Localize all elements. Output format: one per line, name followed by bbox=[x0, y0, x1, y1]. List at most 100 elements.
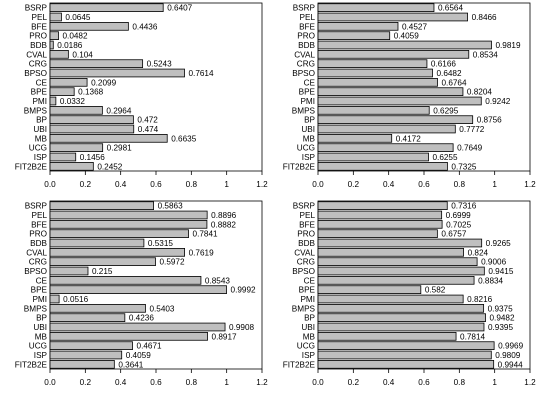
value-label: 0.8204 bbox=[467, 88, 492, 97]
category-label: BDB bbox=[298, 41, 315, 50]
value-label: 0.5863 bbox=[158, 202, 183, 211]
value-label: 0.5315 bbox=[148, 239, 173, 248]
category-label: BP bbox=[304, 116, 315, 125]
category-label: BFE bbox=[31, 220, 47, 229]
category-label: PEL bbox=[32, 13, 48, 22]
bar bbox=[49, 78, 88, 87]
category-label: CVAL bbox=[26, 248, 47, 257]
value-label: 0.6999 bbox=[446, 211, 471, 220]
category-label: BPSO bbox=[24, 267, 47, 276]
x-tick-label: 1.2 bbox=[524, 180, 536, 189]
bar bbox=[49, 313, 126, 322]
bar bbox=[317, 332, 457, 341]
bar bbox=[49, 294, 60, 304]
bar bbox=[317, 124, 456, 134]
category-label: CRG bbox=[297, 60, 315, 69]
bar bbox=[49, 31, 59, 40]
x-tick-label: 0.2 bbox=[348, 378, 360, 387]
value-label: 0.9242 bbox=[485, 97, 510, 106]
value-label: 0.9415 bbox=[488, 267, 513, 276]
category-label: UCG bbox=[29, 342, 47, 351]
value-label: 0.9969 bbox=[498, 342, 523, 351]
bar bbox=[49, 304, 146, 313]
x-tick-label: 0.8 bbox=[454, 378, 466, 387]
category-label: BP bbox=[36, 116, 47, 125]
category-label: PMI bbox=[300, 97, 315, 106]
category-label: CVAL bbox=[294, 248, 315, 257]
value-label: 0.8756 bbox=[477, 116, 502, 125]
category-label: ISP bbox=[302, 153, 316, 162]
category-label: ISP bbox=[34, 153, 48, 162]
x-tick-label: 0.8 bbox=[454, 180, 466, 189]
category-label: BFE bbox=[299, 22, 315, 31]
bar bbox=[49, 134, 168, 143]
bar bbox=[49, 59, 144, 68]
value-label: 0.9908 bbox=[229, 323, 254, 332]
bar bbox=[317, 87, 464, 96]
bar bbox=[49, 201, 154, 210]
value-label: 0.7814 bbox=[460, 332, 485, 341]
bar bbox=[317, 134, 393, 143]
value-label: 0.8896 bbox=[211, 211, 236, 220]
value-label: 0.4172 bbox=[396, 134, 421, 143]
chart-panel-top-left: BSRP 0.6407 PEL 0.0645 BFE 0.4436 PRO 0.0482 BDB… bbox=[15, 2, 268, 189]
category-label: CE bbox=[36, 78, 48, 87]
category-label: FIT2B2E bbox=[15, 162, 48, 171]
category-label: MB bbox=[303, 332, 316, 341]
value-label: 0.9395 bbox=[488, 323, 513, 332]
category-label: BPE bbox=[31, 286, 48, 295]
category-label: CVAL bbox=[294, 50, 315, 59]
bar bbox=[49, 106, 103, 115]
category-label: FIT2B2E bbox=[283, 162, 316, 171]
bar bbox=[317, 266, 485, 276]
value-label: 0.2452 bbox=[97, 162, 122, 171]
bar bbox=[49, 115, 134, 124]
bar bbox=[317, 276, 475, 285]
category-label: BDB bbox=[30, 239, 47, 248]
value-label: 0.8834 bbox=[478, 276, 503, 285]
value-label: 0.7316 bbox=[451, 202, 476, 211]
bar bbox=[317, 304, 485, 313]
category-label: UCG bbox=[29, 144, 47, 153]
bar bbox=[49, 124, 135, 134]
value-label: 0.824 bbox=[468, 248, 489, 257]
value-label: 0.4671 bbox=[137, 342, 162, 351]
category-label: MB bbox=[303, 134, 316, 143]
value-label: 0.7619 bbox=[189, 248, 214, 257]
category-label: CRG bbox=[297, 258, 315, 267]
x-tick-label: 1 bbox=[492, 180, 497, 189]
category-label: BFE bbox=[299, 220, 315, 229]
value-label: 0.6764 bbox=[441, 78, 466, 87]
bar bbox=[317, 257, 478, 266]
bar bbox=[49, 22, 129, 31]
value-label: 0.0645 bbox=[65, 13, 90, 22]
value-label: 0.4527 bbox=[402, 22, 427, 31]
category-label: UBI bbox=[301, 125, 315, 134]
category-label: PRO bbox=[297, 32, 315, 41]
value-label: 0.4059 bbox=[126, 351, 151, 360]
value-label: 0.3641 bbox=[118, 360, 143, 369]
bar bbox=[317, 78, 438, 87]
bar bbox=[317, 22, 399, 31]
value-label: 0.2964 bbox=[106, 106, 131, 115]
bar bbox=[49, 322, 226, 332]
bar bbox=[317, 285, 422, 294]
x-tick-label: 0.4 bbox=[115, 378, 127, 387]
x-tick-label: 0.4 bbox=[115, 180, 127, 189]
bar bbox=[49, 350, 123, 360]
bar bbox=[317, 50, 470, 59]
value-label: 0.7025 bbox=[446, 220, 471, 229]
bar bbox=[317, 68, 433, 78]
x-tick-label: 0.6 bbox=[150, 378, 162, 387]
bar bbox=[317, 162, 448, 171]
value-label: 0.4236 bbox=[129, 314, 154, 323]
x-tick-label: 1.2 bbox=[256, 378, 268, 387]
category-label: CVAL bbox=[26, 50, 47, 59]
bar bbox=[49, 96, 57, 106]
x-tick-label: 0.6 bbox=[418, 180, 430, 189]
category-label: BPE bbox=[299, 88, 316, 97]
value-label: 0.4059 bbox=[394, 32, 419, 41]
bar bbox=[49, 210, 208, 220]
x-tick-label: 0.6 bbox=[418, 378, 430, 387]
